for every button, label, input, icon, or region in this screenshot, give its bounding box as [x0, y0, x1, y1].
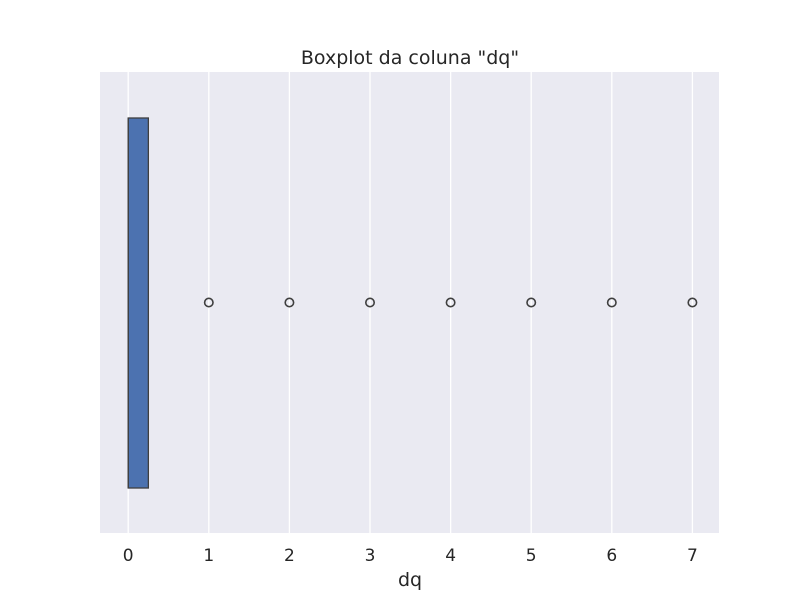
x-tick-label-3: 3 — [365, 546, 376, 566]
plot-area — [100, 72, 719, 533]
outlier-point-7 — [687, 297, 698, 308]
x-tick-label-1: 1 — [203, 546, 214, 566]
outlier-point-6 — [606, 297, 617, 308]
x-tick-label-4: 4 — [445, 546, 456, 566]
outlier-points — [203, 297, 698, 308]
outlier-point-3 — [365, 297, 376, 308]
outlier-point-1 — [203, 297, 214, 308]
outlier-point-2 — [284, 297, 295, 308]
grid-lines — [127, 72, 694, 533]
box-group — [127, 117, 150, 489]
x-tick-label-2: 2 — [284, 546, 295, 566]
x-tick-label-6: 6 — [606, 546, 617, 566]
x-tick-label-5: 5 — [526, 546, 537, 566]
x-tick-label-0: 0 — [123, 546, 134, 566]
x-axis-label: dq — [398, 569, 422, 591]
x-tick-label-7: 7 — [687, 546, 698, 566]
x-tick-labels: 0 1 2 3 4 5 6 7 — [123, 546, 698, 566]
chart-title: Boxplot da coluna "dq" — [301, 47, 519, 69]
outlier-point-4 — [445, 297, 456, 308]
box-iqr — [127, 117, 150, 489]
outlier-point-5 — [526, 297, 537, 308]
